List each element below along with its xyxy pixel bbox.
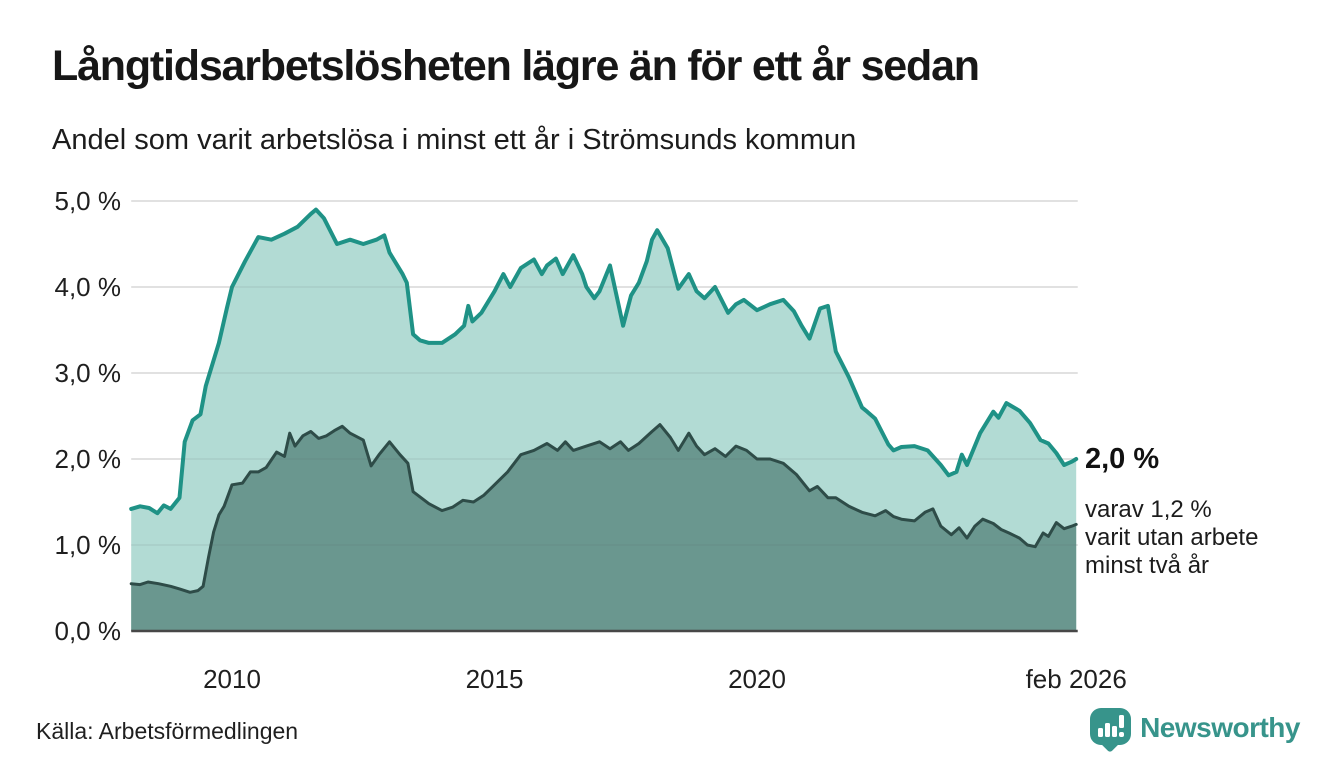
end-value-label: 2,0 % (1085, 443, 1160, 475)
y-tick-label: 0,0 % (55, 616, 122, 646)
x-tick-label: feb 2026 (1026, 664, 1127, 694)
line-minst-ett-ar (129, 207, 1079, 516)
newsworthy-bubble-chart-icon (1090, 708, 1132, 753)
chart-subtitle: Andel som varit arbetslösa i minst ett å… (52, 124, 857, 156)
y-tick-label: 3,0 % (55, 358, 122, 388)
logo-bar-3 (1112, 726, 1118, 737)
y-tick-label: 4,0 % (55, 272, 122, 302)
end-value-detail: varav 1,2 % varit utan arbete minst två … (1085, 496, 1315, 580)
end-value-annotation: 2,0 % varav 1,2 % varit utan arbete mins… (1085, 443, 1315, 580)
source-note: Källa: Arbetsförmedlingen (36, 718, 299, 744)
logo-bar-2 (1105, 723, 1111, 737)
line-minst-tva-ar (129, 423, 1078, 594)
y-tick-label: 2,0 % (55, 444, 122, 474)
newsworthy-logo: Newsworthy (1090, 708, 1300, 753)
detail-line-3: minst två år (1085, 552, 1210, 579)
detail-line-2: varit utan arbete (1085, 524, 1259, 551)
detail-line-1: varav 1,2 % (1085, 496, 1212, 523)
page-title: Långtidsarbetslösheten lägre än för ett … (52, 42, 980, 90)
y-tick-label: 1,0 % (55, 530, 122, 560)
y-tick-label: 5,0 % (55, 186, 122, 216)
x-tick-label: 2010 (203, 664, 261, 694)
area-fill-minst-tva-ar (131, 424, 1077, 631)
logo-exclamation-bar (1119, 715, 1125, 728)
x-tick-label: 2015 (466, 664, 524, 694)
logo-bar-1 (1098, 728, 1104, 737)
logo-exclamation-dot (1119, 732, 1125, 737)
newsworthy-wordmark: Newsworthy (1140, 712, 1300, 743)
x-tick-label: 2020 (728, 664, 786, 694)
